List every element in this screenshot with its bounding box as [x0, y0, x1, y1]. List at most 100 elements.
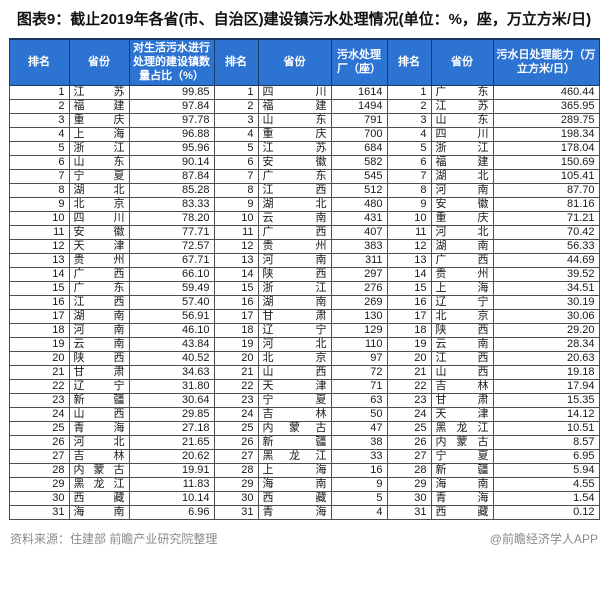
- cell-rank: 23: [213, 393, 259, 409]
- cell-rank: 17: [213, 309, 259, 325]
- cell-val: 105.41: [492, 169, 600, 185]
- cell-rank: 3: [213, 113, 259, 129]
- cell-val: 90.14: [128, 155, 215, 171]
- cell-rank: 20: [8, 351, 70, 367]
- cell-prov: 湖南: [257, 295, 332, 311]
- cell-prov: 宁夏: [257, 393, 332, 409]
- cell-prov: 吉林: [68, 449, 130, 465]
- cell-rank: 11: [386, 225, 432, 241]
- cell-prov: 河北: [430, 225, 494, 241]
- cell-prov: 西藏: [430, 505, 494, 521]
- cell-val: 512: [330, 183, 388, 199]
- cell-prov: 云南: [430, 337, 494, 353]
- cell-rank: 25: [386, 421, 432, 437]
- cell-prov: 湖北: [430, 169, 494, 185]
- cell-rank: 31: [213, 505, 259, 521]
- cell-rank: 10: [386, 211, 432, 227]
- cell-rank: 16: [213, 295, 259, 311]
- cell-val: 700: [330, 127, 388, 143]
- cell-val: 5: [330, 491, 388, 507]
- cell-val: 20.63: [492, 351, 600, 367]
- table-row: 11 安徽 77.71 11 广西 407 11 河北 70.42: [8, 225, 600, 241]
- cell-val: 276: [330, 281, 388, 297]
- table-row: 17 湖南 56.91 17 甘肃 130 17 北京 30.06: [8, 309, 600, 325]
- cell-rank: 10: [213, 211, 259, 227]
- cell-rank: 27: [8, 449, 70, 465]
- cell-prov: 海南: [257, 477, 332, 493]
- cell-val: 72.57: [128, 239, 215, 255]
- cell-val: 21.65: [128, 435, 215, 451]
- cell-rank: 2: [213, 99, 259, 115]
- header-rank-3: 排名: [386, 38, 432, 87]
- header-rank-2: 排名: [213, 38, 259, 87]
- cell-rank: 30: [213, 491, 259, 507]
- cell-rank: 30: [8, 491, 70, 507]
- cell-val: 178.04: [492, 141, 600, 157]
- cell-val: 34.63: [128, 365, 215, 381]
- cell-prov: 黑龙江: [257, 449, 332, 465]
- cell-rank: 22: [386, 379, 432, 395]
- cell-prov: 北京: [257, 351, 332, 367]
- cell-val: 460.44: [492, 85, 600, 101]
- cell-val: 582: [330, 155, 388, 171]
- cell-prov: 广东: [430, 85, 494, 101]
- cell-prov: 上海: [430, 281, 494, 297]
- cell-rank: 24: [8, 407, 70, 423]
- table-row: 4 上海 96.88 4 重庆 700 4 四川 198.34: [8, 127, 600, 143]
- table-row: 21 甘肃 34.63 21 山西 72 21 山西 19.18: [8, 365, 600, 381]
- cell-rank: 11: [213, 225, 259, 241]
- cell-val: 50: [330, 407, 388, 423]
- cell-val: 77.71: [128, 225, 215, 241]
- cell-val: 72: [330, 365, 388, 381]
- cell-prov: 陕西: [68, 351, 130, 367]
- cell-val: 71.21: [492, 211, 600, 227]
- cell-prov: 青海: [430, 491, 494, 507]
- cell-val: 110: [330, 337, 388, 353]
- cell-rank: 11: [8, 225, 70, 241]
- cell-val: 95.96: [128, 141, 215, 157]
- cell-rank: 21: [386, 365, 432, 381]
- cell-val: 66.10: [128, 267, 215, 283]
- cell-rank: 8: [213, 183, 259, 199]
- header-row: 排名 省份 对生活污水进行处理的建设镇数量占比（%） 排名 省份 污水处理厂（座…: [8, 38, 600, 87]
- cell-rank: 15: [8, 281, 70, 297]
- table-row: 24 山西 29.85 24 吉林 50 24 天津 14.12: [8, 407, 600, 423]
- cell-val: 1.54: [492, 491, 600, 507]
- cell-rank: 7: [213, 169, 259, 185]
- cell-rank: 18: [386, 323, 432, 339]
- cell-val: 4: [330, 505, 388, 521]
- cell-prov: 山西: [430, 365, 494, 381]
- cell-rank: 8: [8, 183, 70, 199]
- cell-val: 87.84: [128, 169, 215, 185]
- cell-val: 20.62: [128, 449, 215, 465]
- cell-val: 97.78: [128, 113, 215, 129]
- cell-prov: 江西: [68, 295, 130, 311]
- cell-rank: 28: [8, 463, 70, 479]
- cell-rank: 9: [213, 197, 259, 213]
- cell-prov: 辽宁: [68, 379, 130, 395]
- table-row: 8 湖北 85.28 8 江西 512 8 河南 87.70: [8, 183, 600, 199]
- cell-rank: 7: [8, 169, 70, 185]
- cell-rank: 20: [213, 351, 259, 367]
- table-row: 13 贵州 67.71 13 河南 311 13 广西 44.69: [8, 253, 600, 269]
- cell-val: 59.49: [128, 281, 215, 297]
- cell-prov: 甘肃: [68, 365, 130, 381]
- cell-prov: 山西: [68, 407, 130, 423]
- table-row: 6 山东 90.14 6 安徽 582 6 福建 150.69: [8, 155, 600, 171]
- cell-prov: 江苏: [257, 141, 332, 157]
- cell-rank: 29: [213, 477, 259, 493]
- cell-prov: 河北: [68, 435, 130, 451]
- cell-prov: 天津: [68, 239, 130, 255]
- cell-prov: 云南: [257, 211, 332, 227]
- cell-val: 11.83: [128, 477, 215, 493]
- cell-prov: 宁夏: [68, 169, 130, 185]
- cell-val: 70.42: [492, 225, 600, 241]
- cell-prov: 安徽: [68, 225, 130, 241]
- cell-prov: 安徽: [257, 155, 332, 171]
- cell-rank: 21: [8, 365, 70, 381]
- cell-rank: 16: [8, 295, 70, 311]
- cell-prov: 上海: [68, 127, 130, 143]
- cell-rank: 13: [386, 253, 432, 269]
- cell-prov: 西藏: [68, 491, 130, 507]
- cell-val: 10.51: [492, 421, 600, 437]
